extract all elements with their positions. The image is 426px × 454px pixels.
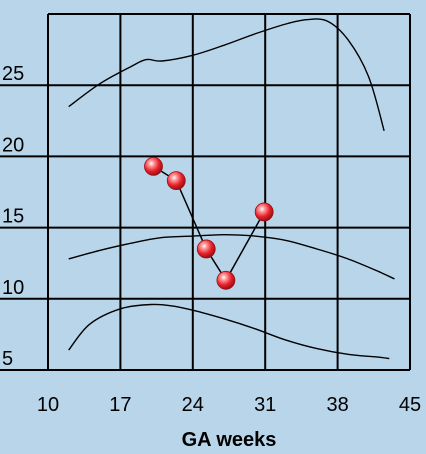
- measurement-point-1: [144, 156, 163, 176]
- x-tick-label: 45: [399, 394, 421, 416]
- upper-reference-curve: [68, 18, 385, 131]
- measurement-series: [144, 156, 274, 290]
- measurement-point-2: [166, 171, 186, 191]
- measurement-point-4: [216, 270, 236, 290]
- y-tick-label: 20: [2, 134, 24, 156]
- x-tick-label: 10: [37, 394, 59, 416]
- x-tick-label: 24: [182, 394, 204, 416]
- y-tick-labels: 5 10 15 20 25: [2, 63, 24, 370]
- middle-reference-curve: [68, 233, 395, 280]
- x-tick-label: 17: [109, 394, 131, 416]
- y-tick-label: 5: [2, 348, 13, 370]
- x-axis-title: GA weeks: [182, 429, 277, 451]
- lower-reference-curve: [68, 303, 390, 360]
- x-tick-label: 31: [254, 394, 276, 416]
- x-tick-label: 38: [326, 394, 348, 416]
- x-tick-labels: 10 17 24 31 38 45: [37, 394, 421, 416]
- measurement-point-5: [254, 202, 274, 222]
- y-tick-label: 15: [2, 206, 24, 228]
- measurement-point-3: [196, 239, 216, 259]
- grid: [0, 14, 411, 371]
- y-tick-label: 10: [2, 277, 24, 299]
- y-tick-label: 25: [2, 63, 24, 85]
- reference-curves: [68, 18, 395, 360]
- plot-frame: [47, 13, 411, 370]
